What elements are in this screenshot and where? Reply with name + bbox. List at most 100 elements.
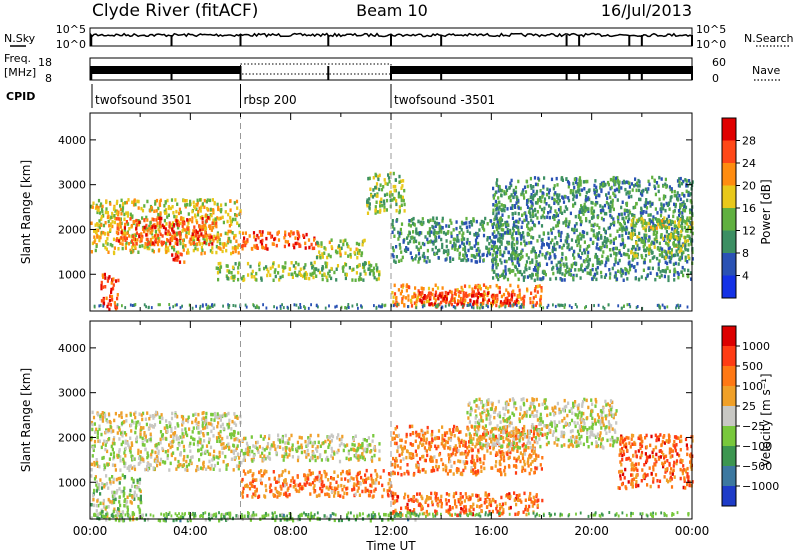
power-cell [490, 244, 494, 249]
velocity-cell [181, 428, 184, 432]
power-cell [471, 294, 474, 298]
power-cell [148, 241, 151, 245]
velocity-cell [350, 447, 353, 452]
power-cell [524, 190, 528, 194]
power-cell [660, 204, 663, 208]
power-cell [619, 242, 622, 247]
velocity-cell [268, 434, 271, 438]
power-cell [529, 176, 532, 181]
power-cell [530, 204, 533, 208]
power-cell [468, 221, 471, 225]
power-cell [114, 216, 117, 221]
power-cell [510, 244, 514, 249]
velocity-cell [206, 425, 209, 429]
power-cell [181, 220, 185, 225]
power-cell [557, 220, 561, 225]
power-cell [553, 201, 556, 205]
power-cell [570, 238, 574, 242]
power-cell [494, 215, 497, 219]
power-cell [679, 202, 682, 207]
power-cell [117, 231, 120, 235]
power-cell [454, 288, 457, 292]
power-cell [554, 236, 557, 240]
power-cell [284, 261, 287, 265]
power-cell [503, 231, 506, 235]
power-cell [635, 221, 638, 225]
power-cell [421, 217, 424, 221]
power-cell [594, 179, 597, 183]
power-cell [91, 205, 94, 209]
power-cell [394, 178, 397, 182]
power-cell [517, 198, 520, 203]
power-cell [274, 268, 277, 272]
velocity-cell [101, 456, 104, 460]
power-cell [115, 201, 118, 206]
cpid-label: CPID [6, 90, 35, 103]
power-cell [600, 216, 604, 221]
power-cell [461, 233, 464, 238]
power-colorbar-swatch-0 [722, 118, 736, 141]
power-cell [625, 216, 628, 220]
power-cell [658, 225, 661, 229]
power-cell [427, 299, 430, 303]
velocity-cell [116, 489, 119, 493]
power-cell [525, 253, 528, 257]
power-cell [434, 283, 437, 287]
power-cell [260, 233, 263, 237]
power-cell [149, 237, 152, 242]
power-cell [556, 213, 560, 218]
power-cell [368, 262, 371, 267]
power-cell [532, 296, 535, 300]
power-cell [131, 239, 134, 243]
power-cell [411, 218, 414, 222]
power-cell [305, 272, 309, 277]
power-cell [673, 220, 676, 224]
power-cell [190, 238, 193, 242]
power-cell [534, 294, 537, 298]
power-cell [384, 181, 387, 186]
power-cell [639, 211, 642, 215]
velocity-cell [296, 447, 299, 451]
power-cell [650, 242, 653, 246]
power-cell [539, 298, 542, 302]
power-cell [482, 258, 485, 262]
velocity-cell [235, 464, 239, 468]
velocity-cell [222, 459, 225, 464]
power-cell [487, 250, 490, 255]
power-cell [461, 221, 464, 226]
velocity-cell [274, 447, 277, 451]
power-cell [321, 273, 324, 278]
velocity-cell [131, 466, 134, 470]
power-cell [599, 245, 602, 250]
velocity-cell [115, 516, 118, 520]
power-ground-cell [344, 306, 346, 310]
power-cell [674, 269, 677, 274]
power-cell [609, 233, 612, 238]
velocity-cell [159, 441, 162, 445]
power-cell [106, 279, 109, 283]
power-cell [630, 194, 633, 199]
power-cell [643, 242, 646, 247]
velocity-cell [219, 414, 222, 419]
power-cell [572, 276, 575, 280]
power-cell [358, 242, 361, 247]
power-cell [219, 265, 223, 269]
power-cell [565, 236, 568, 240]
velocity-cell [146, 468, 150, 472]
power-cell [298, 234, 301, 239]
velocity-cell [161, 436, 165, 441]
velocity-cell [126, 441, 129, 445]
power-cell [660, 177, 663, 181]
power-cell [467, 302, 470, 306]
power-cell [678, 257, 681, 261]
power-cell [565, 270, 568, 275]
power-cell [218, 268, 221, 272]
power-cell [670, 187, 673, 191]
power-cell [252, 231, 256, 235]
power-cell [559, 238, 562, 243]
power-cell [151, 228, 154, 232]
velocity-cell [202, 433, 205, 438]
power-cell [383, 208, 386, 213]
power-cell [217, 207, 220, 212]
velocity-cell [182, 444, 185, 449]
